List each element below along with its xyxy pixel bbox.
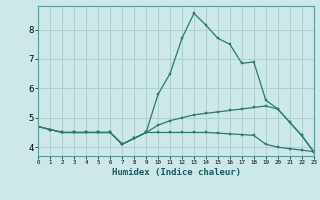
X-axis label: Humidex (Indice chaleur): Humidex (Indice chaleur) [111, 168, 241, 177]
